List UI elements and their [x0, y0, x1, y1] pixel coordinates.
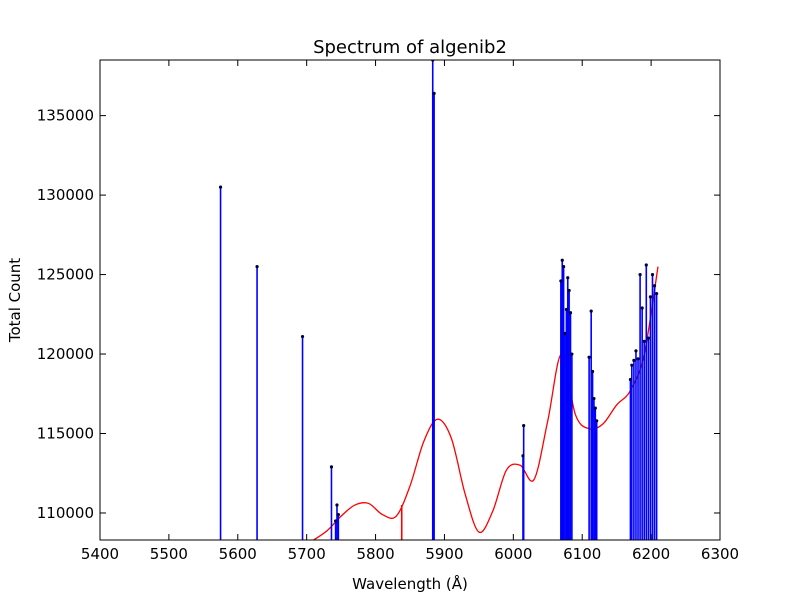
spectrum-point — [595, 419, 599, 423]
spectrum-point — [563, 331, 567, 335]
spectrum-point — [592, 396, 596, 401]
y-tick-label: 120000 — [37, 345, 94, 363]
spectrum-point — [560, 258, 564, 262]
spectrum-point — [646, 336, 650, 340]
x-tick-label: 6200 — [632, 545, 670, 563]
plot-area: 5400 5500 5600 5700 5800 5900 6000 6100 6200 6300… — [37, 59, 739, 563]
y-tick-label: 110000 — [37, 504, 94, 522]
y-tick-label: 125000 — [37, 266, 94, 284]
spectrum-point — [329, 465, 334, 469]
spectrum-point — [593, 406, 597, 410]
spectrum-point — [652, 284, 657, 288]
spectrum-point — [636, 357, 640, 361]
spectrum-point — [589, 309, 593, 313]
spectrum-point — [334, 519, 338, 523]
chart-title: Spectrum of algenib2 — [313, 37, 507, 58]
x-tick-label: 6300 — [701, 545, 739, 563]
y-tick-label: 130000 — [37, 186, 94, 204]
x-tick-label: 5600 — [219, 545, 257, 563]
spectrum-point — [640, 306, 644, 310]
spectrum-point — [335, 503, 339, 507]
x-tick-label: 6000 — [494, 545, 532, 563]
spectrum-point — [644, 263, 648, 267]
spectrum-point — [648, 295, 653, 299]
spectrum-point — [564, 307, 568, 312]
spectrum-point — [255, 265, 259, 269]
x-tick-label: 5800 — [356, 545, 394, 563]
x-tick-label: 5700 — [288, 545, 326, 563]
spectrum-point — [650, 272, 655, 277]
spectrum-point — [630, 363, 634, 367]
spectrum-point — [218, 185, 223, 189]
spectrum-point — [642, 339, 646, 343]
spectrum-point — [634, 349, 638, 353]
x-tick-label: 5400 — [81, 545, 119, 563]
spectrum-point — [655, 292, 659, 296]
y-tick-label: 115000 — [37, 425, 94, 443]
spectrum-point — [432, 91, 436, 95]
data-layer — [218, 60, 659, 540]
spectrum-point — [336, 512, 340, 517]
spectrum-point — [568, 311, 573, 315]
spectrum-point — [587, 355, 591, 359]
spectrum-point — [567, 288, 571, 293]
x-tick-label: 5500 — [150, 545, 188, 563]
axes-frame — [99, 59, 721, 541]
y-tick-label: 135000 — [37, 107, 94, 125]
spectrum-point — [566, 276, 570, 280]
spectrum-point — [570, 352, 574, 356]
x-tick-label: 6100 — [563, 545, 601, 563]
spectrum-point — [559, 279, 563, 283]
y-axis-label: Total Count — [6, 258, 24, 343]
spectrum-point — [300, 334, 305, 339]
spectrum-point — [632, 358, 636, 362]
spectrum-point — [628, 377, 633, 382]
x-axis-label: Wavelength (Å) — [352, 574, 468, 593]
spectrum-point — [522, 423, 526, 428]
x-tick-label: 5900 — [425, 545, 463, 563]
spectrum-point — [638, 272, 642, 277]
spectrum-point — [521, 454, 525, 458]
spectrum-point — [590, 369, 595, 374]
fit-curve — [313, 266, 659, 540]
spectrum-point — [562, 265, 566, 269]
